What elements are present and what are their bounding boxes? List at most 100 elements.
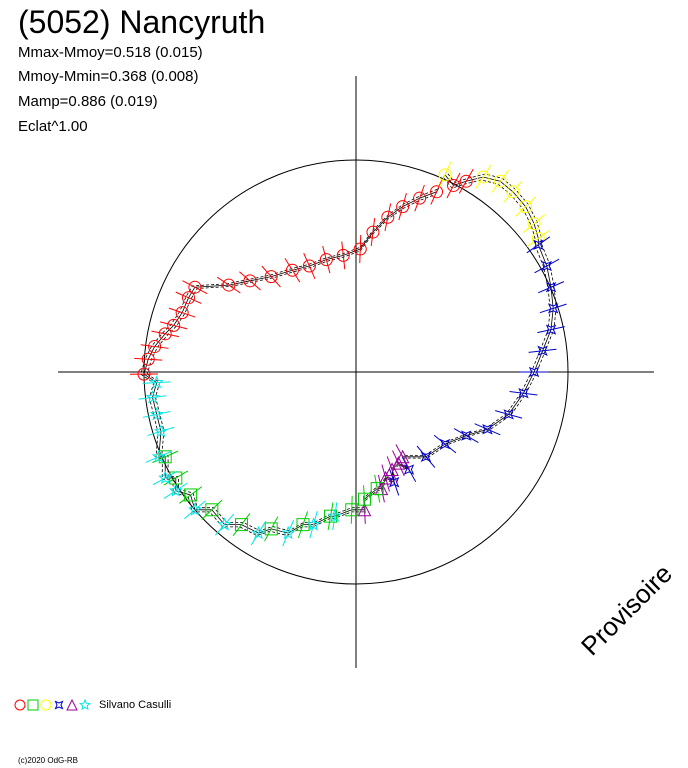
- data-point: [353, 242, 367, 256]
- error-bar: [152, 470, 178, 486]
- error-bar: [503, 180, 523, 203]
- error-bar: [438, 161, 452, 188]
- observer-name: Silvano Casulli: [99, 699, 172, 711]
- data-point: [184, 488, 198, 502]
- error-bar: [453, 428, 479, 444]
- data-point: [182, 291, 196, 305]
- copyright: (c)2020 OdG-RB: [18, 756, 79, 765]
- data-point: [187, 502, 202, 516]
- data-point: [413, 191, 427, 205]
- data-point: [439, 438, 451, 450]
- legend-symbol: [14, 699, 26, 711]
- data-point: [459, 174, 473, 188]
- data-point: [528, 366, 540, 378]
- error-bar: [528, 348, 557, 353]
- data-point: [336, 248, 350, 262]
- legend-symbol: [66, 698, 78, 711]
- data-point: [420, 451, 432, 462]
- error-bar: [282, 520, 295, 547]
- error-bar: [159, 321, 188, 330]
- error-bar: [182, 280, 208, 295]
- legend-symbols: [14, 698, 92, 711]
- error-bar: [474, 423, 501, 436]
- data-point: [264, 270, 278, 284]
- data-point: [533, 239, 544, 250]
- data-point: [403, 464, 415, 475]
- error-bar: [140, 344, 169, 349]
- data-point: [217, 517, 232, 531]
- error-bar: [183, 500, 206, 520]
- data-point: [545, 324, 557, 335]
- data-point: [154, 424, 168, 438]
- error-bar: [538, 281, 565, 294]
- data-point: [141, 352, 155, 366]
- data-point: [537, 345, 548, 356]
- error-bar: [138, 395, 167, 400]
- fit-curve: [143, 174, 554, 534]
- data-point: [381, 210, 395, 224]
- data-point: [430, 185, 444, 199]
- data-point: [447, 178, 461, 192]
- data-point: [281, 525, 296, 540]
- error-bar: [386, 456, 398, 483]
- error-bar: [142, 410, 171, 418]
- data-point: [547, 303, 559, 314]
- error-bar: [179, 486, 203, 504]
- data-point: [137, 367, 151, 381]
- error-bar: [151, 330, 180, 338]
- error-bar: [370, 218, 376, 247]
- error-bar: [526, 229, 550, 248]
- data-point: [461, 430, 472, 441]
- data-point: [396, 200, 410, 214]
- stat-mamp: Mamp=0.886 (0.019): [18, 93, 158, 110]
- error-bar: [264, 516, 279, 542]
- data-point: [148, 340, 162, 354]
- error-bar: [134, 357, 163, 361]
- stat-eclat: Eclat^1.00: [18, 118, 88, 135]
- error-bar: [147, 426, 175, 436]
- error-bar: [401, 456, 417, 483]
- stat-mmoy-mmin: Mmoy-Mmin=0.368 (0.008): [18, 68, 199, 85]
- data-point: [235, 518, 249, 532]
- data-point: [302, 259, 316, 273]
- error-bar: [377, 474, 385, 503]
- data-point: [167, 318, 181, 332]
- error-bar: [261, 265, 281, 288]
- error-bar: [433, 434, 457, 454]
- error-bar: [232, 513, 251, 537]
- fit-curve: [146, 177, 551, 532]
- error-bar: [381, 464, 390, 492]
- data-point: [366, 225, 380, 239]
- error-bar: [414, 184, 425, 212]
- data-point: [324, 509, 338, 523]
- error-bar: [537, 326, 565, 334]
- data-point: [296, 518, 310, 532]
- data-point: [243, 274, 257, 288]
- error-bar: [392, 450, 405, 477]
- error-bar: [350, 495, 353, 524]
- data-point: [222, 278, 236, 292]
- data-point: [285, 263, 299, 277]
- legend-symbol: [78, 698, 92, 711]
- data-point: [518, 388, 529, 399]
- data-point: [493, 174, 507, 188]
- error-bar: [341, 241, 346, 270]
- data-point: [545, 282, 557, 293]
- data-point: [151, 449, 166, 463]
- error-bar: [430, 178, 443, 205]
- data-point: [476, 170, 490, 184]
- error-bar: [142, 381, 171, 384]
- data-point: [149, 375, 164, 389]
- data-point: [482, 424, 493, 435]
- error-bar: [509, 390, 538, 396]
- error-bar: [168, 307, 196, 318]
- error-bar: [491, 169, 509, 193]
- legend-symbol: [27, 699, 39, 711]
- error-bar: [446, 172, 461, 199]
- error-bar: [297, 511, 309, 539]
- data-point: [388, 477, 400, 488]
- error-bar: [363, 495, 366, 524]
- error-bar: [215, 513, 235, 536]
- data-point: [145, 390, 160, 404]
- error-bar: [495, 410, 523, 419]
